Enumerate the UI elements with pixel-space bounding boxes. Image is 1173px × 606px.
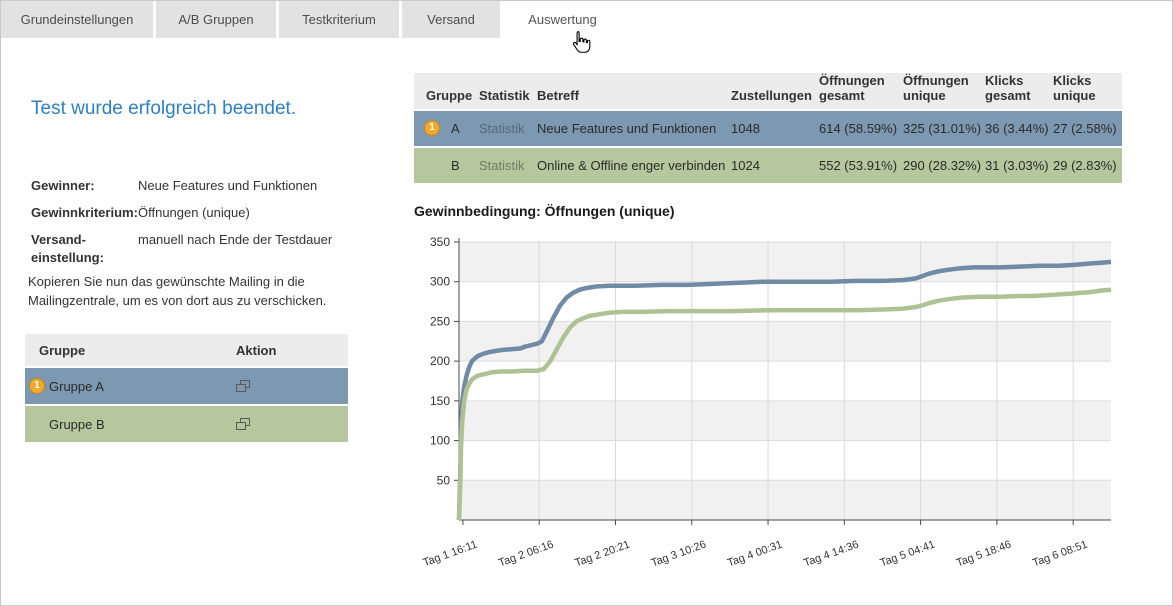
hand-cursor-icon <box>569 30 593 57</box>
results-table-header: Gruppe Statistik Betreff Zustellungen Öf… <box>414 73 1122 109</box>
group-action-table: Gruppe Aktion 1 Gruppe A Gruppe B <box>25 334 348 442</box>
tab-ab-gruppen[interactable]: A/B Gruppen <box>156 1 276 38</box>
line-chart: 50 100 150 200 250 300 350 Tag 1 16:11 Tag 2 06:… <box>409 229 1171 579</box>
svg-text:100: 100 <box>430 434 450 448</box>
results-row-a-gruppe: 1 A <box>426 111 479 146</box>
header-zustellungen: Zustellungen <box>731 88 819 109</box>
klicks-gesamt-b: 31 (3.03%) <box>985 158 1053 173</box>
zustellungen-b: 1024 <box>731 158 819 173</box>
svg-text:350: 350 <box>430 235 450 249</box>
zustellungen-a: 1048 <box>731 121 819 136</box>
winner-badge-icon: 1 <box>424 120 440 136</box>
oeffnungen-gesamt-a: 614 (58.59%) <box>819 121 903 136</box>
tab-auswertung[interactable]: Auswertung <box>503 1 622 38</box>
instruction-note: Kopieren Sie nun das gewünschte Mailing … <box>28 272 358 310</box>
statistik-link-b[interactable]: Statistik <box>479 158 525 173</box>
results-row-a[interactable]: 1 A Statistik Neue Features und Funktion… <box>414 111 1122 146</box>
versandeinstellung-label: Versand-einstellung: <box>31 231 135 267</box>
header-klicks-gesamt: Klicksgesamt <box>985 73 1053 109</box>
results-row-b-gruppe: B <box>426 148 479 183</box>
chart-canvas: 50 100 150 200 250 300 350 Tag 1 16:11 Tag 2 06:… <box>409 229 1171 579</box>
copy-to-mailing-icon[interactable] <box>236 380 251 393</box>
header-klicks-unique: Klicksunique <box>1053 73 1122 109</box>
header-statistik: Statistik <box>479 88 537 109</box>
svg-text:250: 250 <box>430 314 450 328</box>
tab-bar: Grundeinstellungen A/B Gruppen Testkrite… <box>1 1 625 38</box>
versandeinstellung-value: manuell nach Ende der Testdauer <box>138 231 363 249</box>
group-table-header: Gruppe Aktion <box>25 334 348 366</box>
oeffnungen-unique-b: 290 (28.32%) <box>903 158 985 173</box>
svg-text:Tag 2 06:16: Tag 2 06:16 <box>497 539 555 570</box>
header-betreff: Betreff <box>537 88 731 109</box>
group-column-header: Gruppe <box>25 343 85 358</box>
tab-grundeinstellungen[interactable]: Grundeinstellungen <box>1 1 153 38</box>
group-a-name: Gruppe A <box>49 379 104 394</box>
group-b-name: Gruppe B <box>49 417 105 432</box>
aktion-column-header: Aktion <box>236 343 276 358</box>
copy-to-mailing-icon[interactable] <box>236 418 251 431</box>
gewinner-label: Gewinner: <box>31 177 135 195</box>
klicks-unique-b: 29 (2.83%) <box>1053 158 1122 173</box>
gewinnkriterium-value: Öffnungen (unique) <box>138 204 363 222</box>
betreff-b: Online & Offline enger verbinden <box>537 158 731 173</box>
ab-test-evaluation-window: Grundeinstellungen A/B Gruppen Testkrite… <box>0 0 1173 606</box>
svg-text:300: 300 <box>430 275 450 289</box>
gewinner-value: Neue Features und Funktionen <box>138 177 363 195</box>
winner-badge-icon: 1 <box>29 378 45 394</box>
svg-text:Tag 4 00:31: Tag 4 00:31 <box>726 539 784 570</box>
instruction-note-line1: Kopieren Sie nun das gewünschte Mailing … <box>28 272 358 291</box>
group-row-b[interactable]: Gruppe B <box>25 406 348 442</box>
svg-text:50: 50 <box>437 473 451 487</box>
chart-title: Gewinnbedingung: Öffnungen (unique) <box>414 203 675 219</box>
svg-text:Tag 6 08:51: Tag 6 08:51 <box>1031 539 1089 570</box>
results-row-b[interactable]: B Statistik Online & Offline enger verbi… <box>414 148 1122 183</box>
svg-text:200: 200 <box>430 354 450 368</box>
tab-testkriterium[interactable]: Testkriterium <box>279 1 399 38</box>
svg-text:Tag 1 16:11: Tag 1 16:11 <box>422 539 479 570</box>
statistik-link-a[interactable]: Statistik <box>479 121 525 136</box>
svg-text:Tag 3 10:26: Tag 3 10:26 <box>650 539 708 570</box>
svg-text:Tag 2 20:21: Tag 2 20:21 <box>573 539 631 570</box>
header-gruppe: Gruppe <box>426 88 479 109</box>
svg-text:150: 150 <box>430 394 450 408</box>
success-message: Test wurde erfolgreich beendet. <box>31 98 296 120</box>
group-row-a[interactable]: 1 Gruppe A <box>25 368 348 404</box>
klicks-gesamt-a: 36 (3.44%) <box>985 121 1053 136</box>
results-table: Gruppe Statistik Betreff Zustellungen Öf… <box>414 73 1122 183</box>
svg-text:Tag 4 14:36: Tag 4 14:36 <box>802 539 860 570</box>
betreff-a: Neue Features und Funktionen <box>537 121 731 136</box>
oeffnungen-gesamt-b: 552 (53.91%) <box>819 158 903 173</box>
gewinnkriterium-label: Gewinnkriterium: <box>31 204 135 222</box>
header-oeffnungen-gesamt: Öffnungengesamt <box>819 73 903 109</box>
klicks-unique-a: 27 (2.58%) <box>1053 121 1122 136</box>
svg-text:Tag 5 04:41: Tag 5 04:41 <box>879 539 937 570</box>
svg-text:Tag 5 18:46: Tag 5 18:46 <box>955 539 1013 570</box>
oeffnungen-unique-a: 325 (31.01%) <box>903 121 985 136</box>
tab-versand[interactable]: Versand <box>402 1 500 38</box>
instruction-note-line2: Mailingzentrale, um es von dort aus zu v… <box>28 291 358 310</box>
header-oeffnungen-unique: Öffnungenunique <box>903 73 985 109</box>
